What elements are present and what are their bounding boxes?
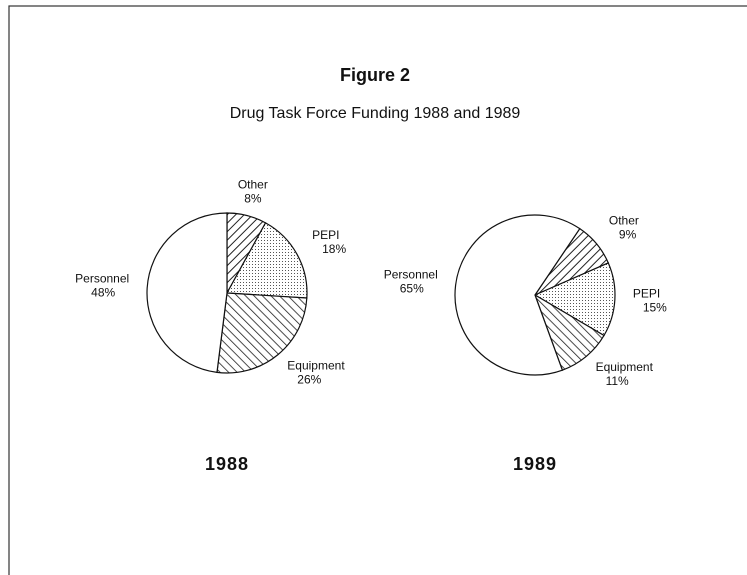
slice-value-label: 11% xyxy=(606,374,629,388)
slice-label: Other xyxy=(238,177,268,191)
slice-value-label: 18% xyxy=(322,242,346,256)
slice-value-label: 15% xyxy=(643,300,667,314)
pie-slice xyxy=(216,292,308,374)
figure-subtitle: Drug Task Force Funding 1988 and 1989 xyxy=(230,105,521,122)
slice-label: Equipment xyxy=(287,358,345,372)
slice-label: Equipment xyxy=(596,360,654,374)
chart-title: 1989 xyxy=(513,454,557,474)
pie-slice xyxy=(226,222,308,299)
pie-slice xyxy=(146,212,228,374)
slice-value-label: 26% xyxy=(297,372,321,386)
frame xyxy=(8,5,747,575)
slice-value-label: 48% xyxy=(91,286,115,300)
slice-label: PEPI xyxy=(633,286,660,300)
chart-title: 1988 xyxy=(205,454,249,474)
slice-label: Personnel xyxy=(384,267,438,281)
slice-label: Personnel xyxy=(75,272,129,286)
slice-label: Other xyxy=(609,214,639,228)
slice-value-label: 8% xyxy=(244,191,262,205)
slice-label: PEPI xyxy=(312,228,339,242)
slice-value-label: 9% xyxy=(619,228,637,242)
figure-title: Figure 2 xyxy=(340,65,410,85)
pie-slice xyxy=(533,262,616,337)
slice-value-label: 65% xyxy=(400,281,424,295)
pie-slice xyxy=(454,214,581,376)
